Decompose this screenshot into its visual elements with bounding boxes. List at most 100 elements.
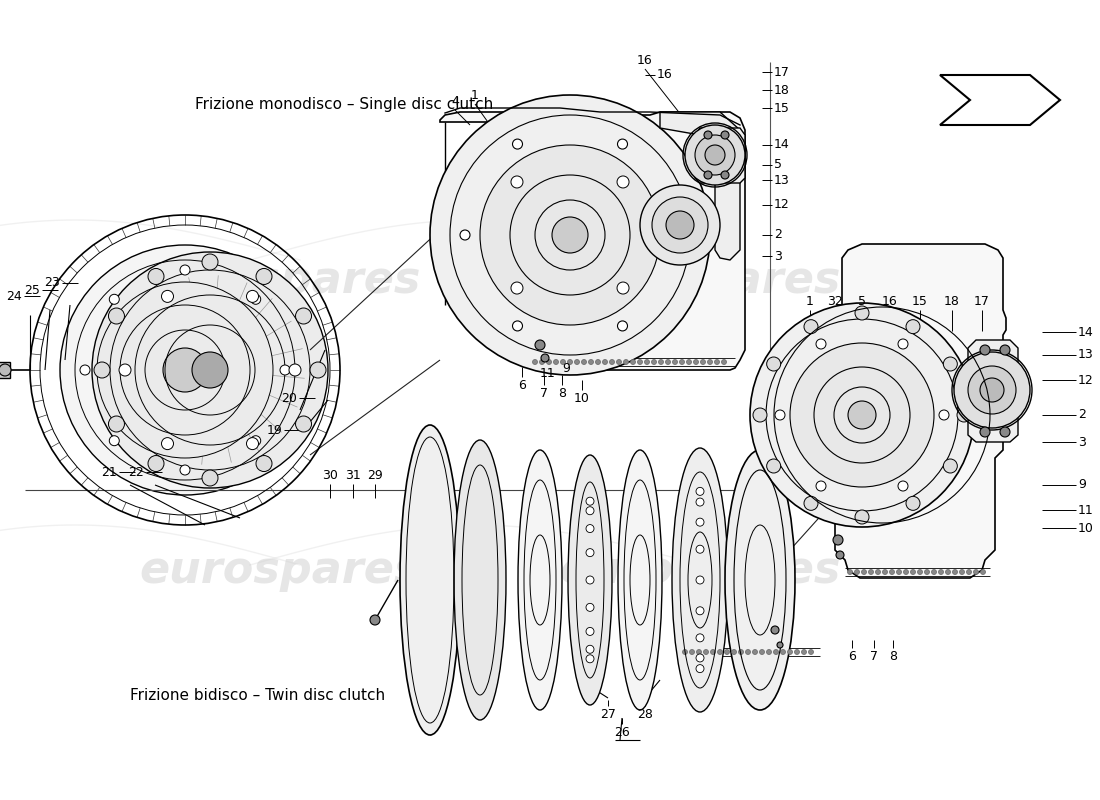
Circle shape (696, 650, 702, 654)
Text: 30: 30 (322, 469, 338, 482)
Circle shape (430, 95, 710, 375)
Circle shape (720, 171, 729, 179)
Circle shape (666, 211, 694, 239)
Circle shape (968, 366, 1016, 414)
Circle shape (896, 570, 902, 574)
Polygon shape (940, 75, 1060, 125)
Text: 1: 1 (471, 89, 478, 102)
Circle shape (906, 320, 920, 334)
Circle shape (617, 139, 627, 149)
Circle shape (696, 665, 704, 673)
Circle shape (938, 570, 944, 574)
Text: 7: 7 (870, 650, 878, 663)
Circle shape (296, 308, 311, 324)
Text: 22: 22 (129, 466, 144, 478)
Circle shape (586, 603, 594, 611)
Circle shape (776, 410, 785, 420)
Circle shape (781, 650, 785, 654)
Text: 19: 19 (266, 423, 282, 437)
Text: 16: 16 (882, 295, 898, 308)
Ellipse shape (725, 450, 795, 710)
Text: eurospares: eurospares (140, 549, 420, 591)
Circle shape (513, 139, 522, 149)
Text: 15: 15 (774, 102, 790, 114)
Text: 7: 7 (540, 387, 548, 400)
Text: 12: 12 (1078, 374, 1093, 386)
Text: 18: 18 (944, 295, 960, 308)
Circle shape (690, 650, 694, 654)
Circle shape (532, 359, 538, 365)
Circle shape (957, 408, 971, 422)
Circle shape (953, 570, 957, 574)
Circle shape (119, 364, 131, 376)
Circle shape (480, 145, 660, 325)
Circle shape (370, 615, 379, 625)
Circle shape (696, 634, 704, 642)
Circle shape (586, 576, 594, 584)
Circle shape (725, 650, 729, 654)
Circle shape (855, 510, 869, 524)
Circle shape (974, 570, 979, 574)
Circle shape (848, 401, 876, 429)
Circle shape (750, 303, 974, 527)
Text: 12: 12 (774, 198, 790, 211)
Circle shape (202, 470, 218, 486)
Text: 26: 26 (614, 726, 630, 739)
Circle shape (1000, 345, 1010, 355)
Text: Frizione bidisco – Twin disc clutch: Frizione bidisco – Twin disc clutch (130, 689, 385, 703)
Circle shape (876, 570, 880, 574)
Circle shape (777, 642, 783, 648)
Text: 25: 25 (24, 283, 40, 297)
Circle shape (680, 359, 684, 365)
Circle shape (280, 365, 290, 375)
Circle shape (616, 359, 622, 365)
Circle shape (97, 282, 273, 458)
Circle shape (553, 359, 559, 365)
Circle shape (289, 364, 301, 376)
Circle shape (460, 230, 470, 240)
Circle shape (802, 650, 806, 654)
Text: 29: 29 (367, 469, 383, 482)
Circle shape (163, 348, 207, 392)
Circle shape (686, 359, 692, 365)
Text: 3: 3 (774, 250, 782, 262)
Text: 16: 16 (657, 69, 673, 82)
Polygon shape (695, 128, 745, 183)
Polygon shape (660, 112, 740, 260)
Polygon shape (835, 244, 1006, 578)
Circle shape (767, 650, 771, 654)
Text: eurospares: eurospares (140, 258, 420, 302)
Text: 14: 14 (1078, 326, 1093, 338)
Circle shape (980, 345, 990, 355)
Circle shape (539, 359, 544, 365)
Circle shape (882, 570, 888, 574)
Text: 10: 10 (574, 392, 590, 405)
Text: 11: 11 (540, 367, 556, 380)
Circle shape (586, 525, 594, 533)
Circle shape (855, 570, 859, 574)
Circle shape (701, 359, 705, 365)
Circle shape (617, 321, 627, 331)
Circle shape (696, 518, 704, 526)
Circle shape (94, 362, 110, 378)
Circle shape (898, 339, 907, 349)
Text: 28: 28 (637, 708, 653, 721)
Circle shape (651, 359, 657, 365)
Circle shape (704, 650, 708, 654)
Circle shape (790, 343, 934, 487)
Circle shape (595, 359, 601, 365)
Circle shape (80, 365, 90, 375)
Circle shape (746, 650, 750, 654)
Text: 9: 9 (1078, 478, 1086, 491)
Circle shape (707, 359, 713, 365)
Circle shape (162, 290, 174, 302)
Text: 31: 31 (345, 469, 361, 482)
Circle shape (586, 654, 594, 662)
Circle shape (771, 626, 779, 634)
Ellipse shape (672, 448, 728, 712)
Circle shape (967, 570, 971, 574)
Circle shape (586, 506, 594, 514)
Circle shape (109, 416, 124, 432)
Text: Frizione monodisco – Single disc clutch: Frizione monodisco – Single disc clutch (195, 98, 493, 113)
Text: 16: 16 (637, 54, 653, 67)
